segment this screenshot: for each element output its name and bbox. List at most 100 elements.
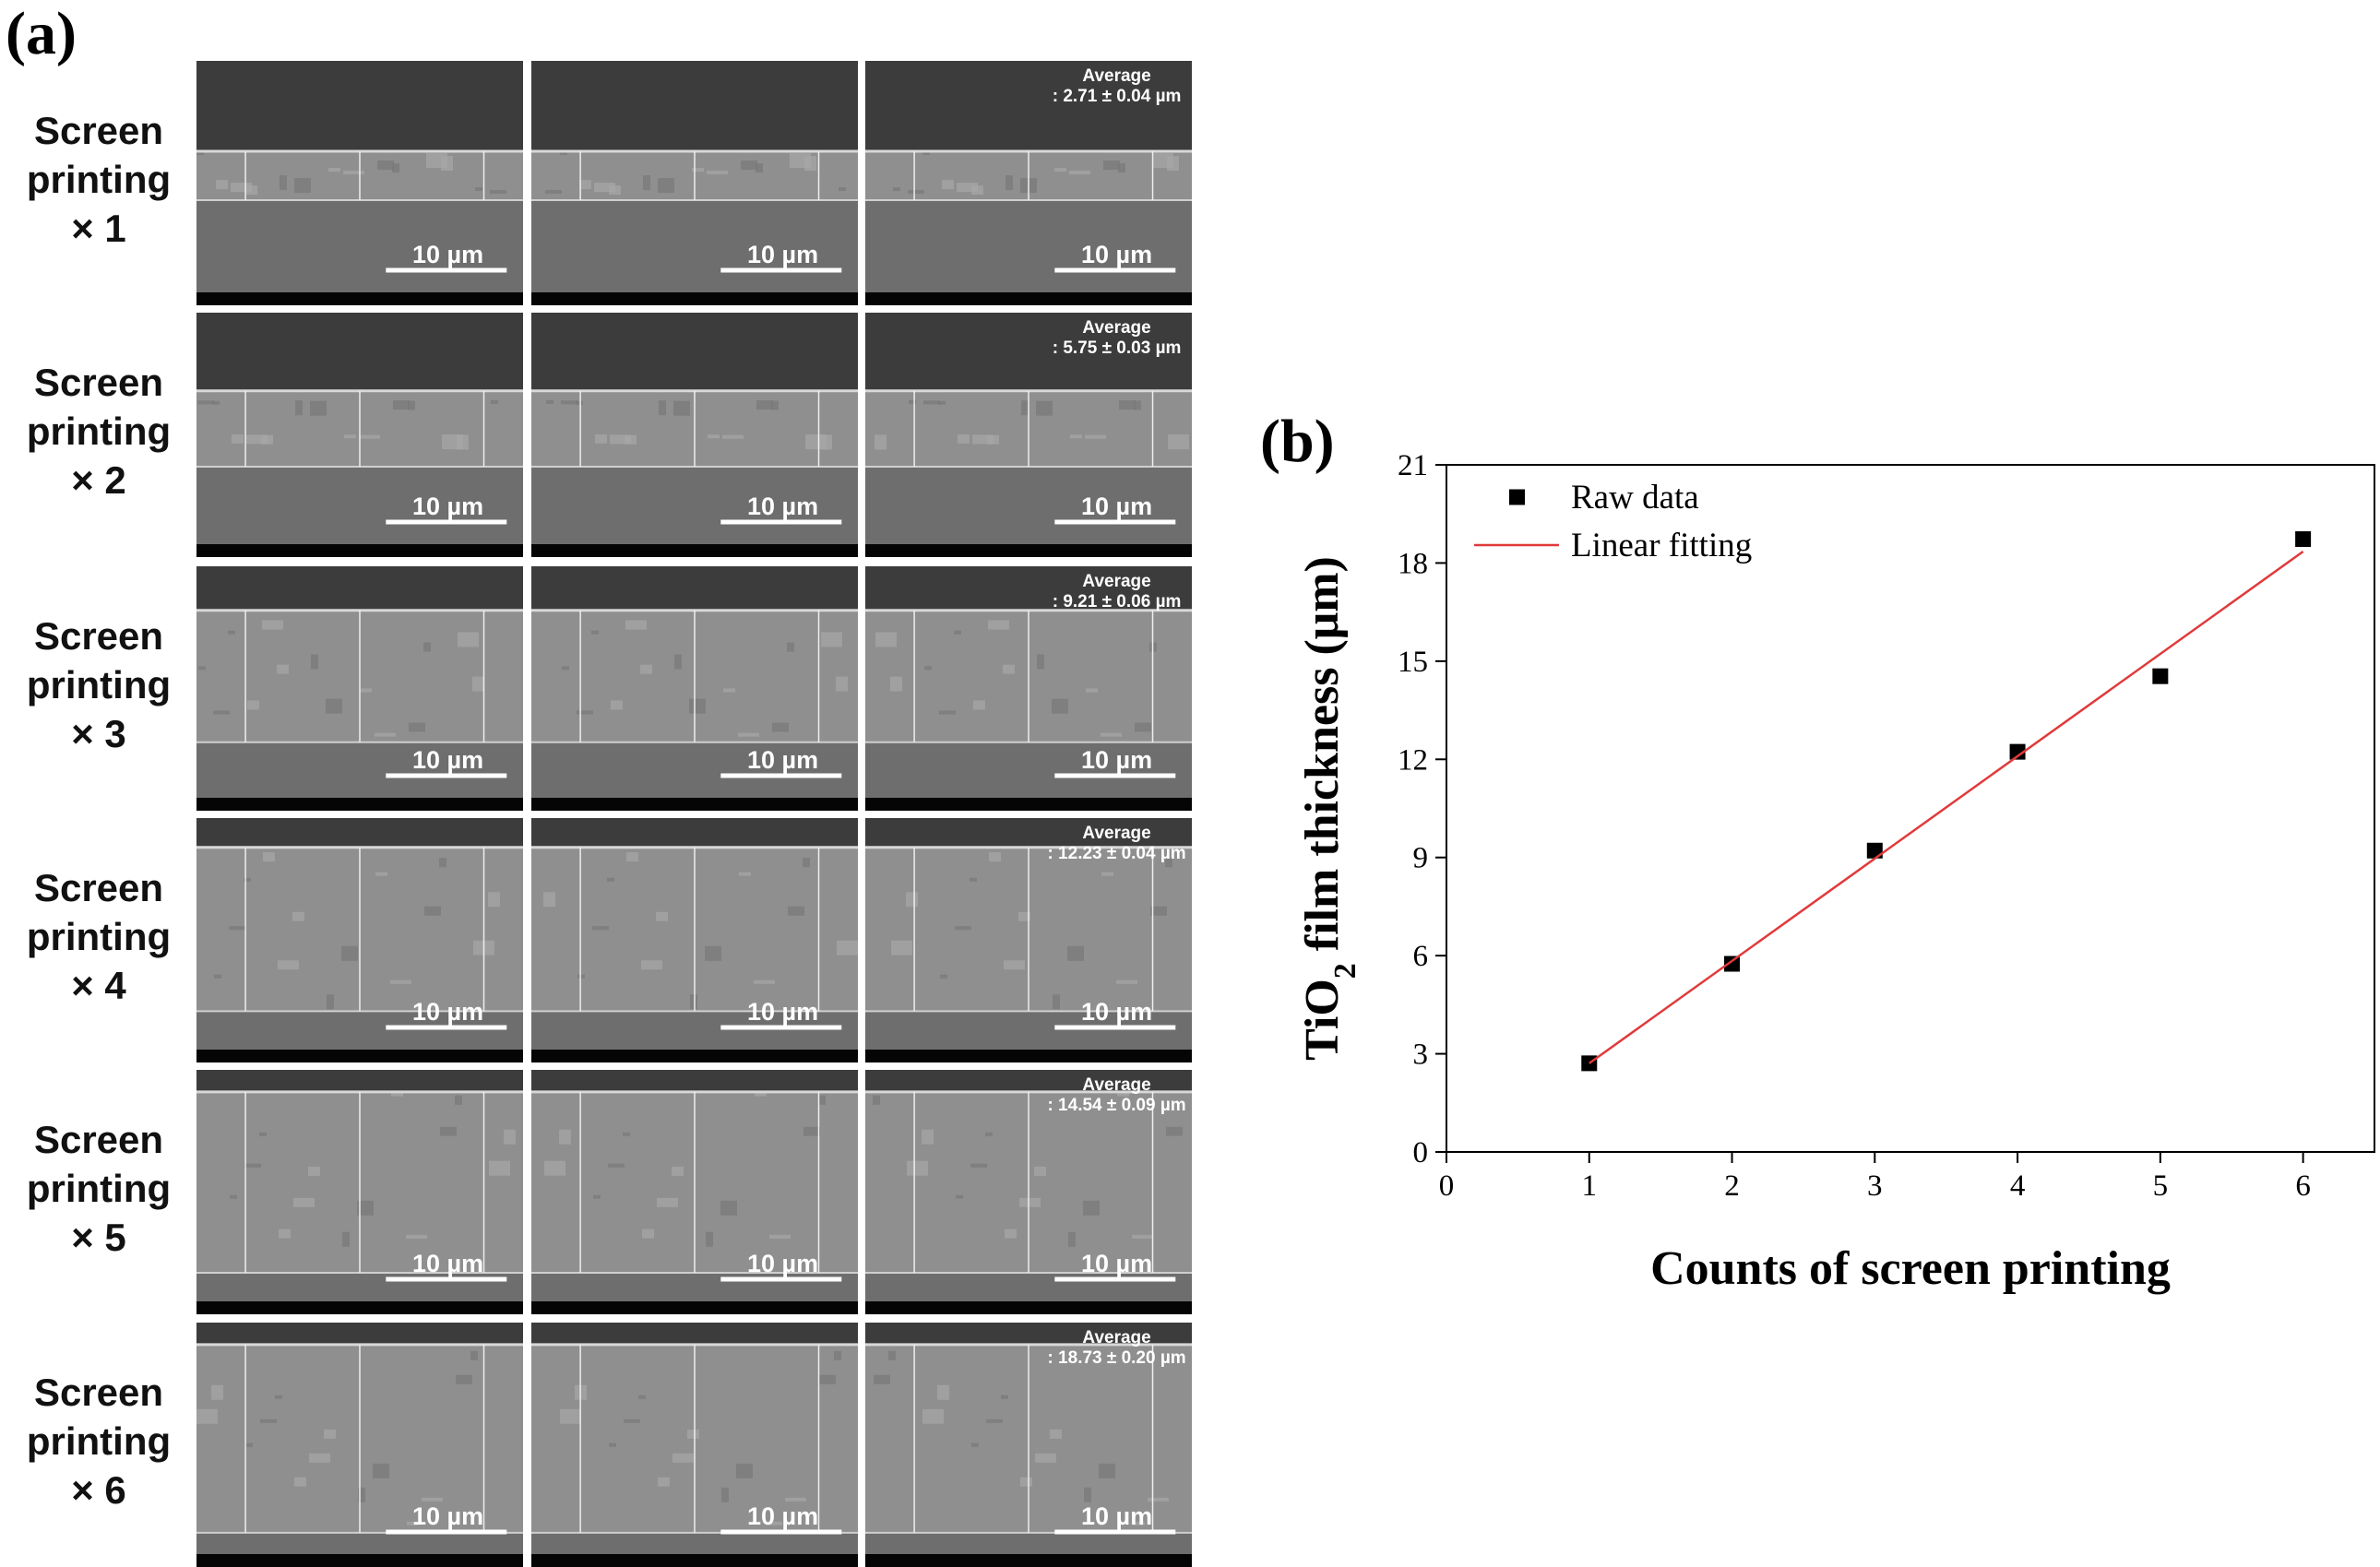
sem-texture: [1086, 688, 1098, 693]
sem-texture: [594, 183, 615, 193]
sem-texture: [278, 960, 299, 970]
sem-texture: [559, 1129, 571, 1145]
sem-texture: [1034, 1166, 1046, 1176]
scale-bar-label: 10 µm: [412, 241, 483, 268]
sem-texture: [1116, 979, 1137, 984]
sem-texture: [277, 664, 289, 674]
sem-texture: [1099, 1463, 1115, 1478]
sem-texture: [741, 160, 757, 171]
sem-texture: [309, 1453, 330, 1463]
row-label: Screen: [34, 109, 163, 152]
sem-texture: [756, 400, 773, 410]
sem-texture: [260, 1419, 277, 1423]
sem-texture: [357, 1200, 374, 1216]
sem-texture: [456, 1374, 472, 1384]
sem-texture: [489, 1160, 510, 1176]
sem-texture: [805, 434, 827, 450]
sem-texture: [576, 400, 583, 405]
sem-texture: [422, 1497, 443, 1502]
info-bar: [196, 1554, 523, 1567]
sem-texture: [391, 1092, 403, 1097]
average-value: : 18.73 ± 0.20 µm: [1047, 1348, 1185, 1368]
sem-substrate: [865, 1011, 1192, 1050]
sem-texture: [1135, 722, 1151, 732]
average-value: : 2.71 ± 0.04 µm: [1053, 87, 1182, 106]
sem-texture: [907, 1160, 928, 1176]
sem-texture: [906, 892, 918, 908]
sem-texture: [942, 180, 954, 190]
sem-texture: [294, 1477, 306, 1487]
sem-image: 10 µm: [531, 1323, 858, 1567]
sem-substrate: [865, 742, 1192, 798]
row-label: printing: [27, 1167, 171, 1210]
sem-texture: [196, 151, 204, 156]
sem-texture: [560, 151, 567, 156]
data-point: [2009, 743, 2026, 760]
sem-texture: [1118, 163, 1125, 173]
sem-texture: [426, 153, 447, 169]
sem-texture: [341, 945, 358, 961]
sem-texture: [358, 1487, 365, 1502]
sem-texture: [491, 399, 498, 404]
sem-texture: [875, 434, 887, 450]
sem-texture: [327, 994, 334, 1010]
sem-texture: [923, 400, 940, 405]
sem-texture: [939, 710, 956, 715]
y-axis-title-part: TiO: [1296, 979, 1349, 1061]
sem-texture: [504, 1129, 516, 1145]
sem-texture: [821, 632, 842, 647]
sem-texture: [1003, 664, 1015, 674]
sem-texture: [1103, 160, 1120, 171]
sem-texture: [706, 1231, 713, 1247]
sem-texture: [957, 183, 978, 193]
scale-bar-label: 10 µm: [412, 998, 483, 1026]
row-label: Screen: [34, 614, 163, 658]
scale-bar-label: 10 µm: [1081, 746, 1152, 774]
info-bar: [865, 1301, 1192, 1314]
sem-texture: [231, 183, 252, 193]
sem-texture: [643, 175, 650, 191]
sem-texture: [295, 400, 303, 416]
sem-texture: [874, 1374, 890, 1384]
x-axis-title: Counts of screen printing: [1650, 1242, 2171, 1295]
sem-texture: [390, 979, 411, 984]
info-bar: [865, 798, 1192, 811]
sem-texture: [212, 400, 220, 405]
scale-bar-label: 10 µm: [747, 241, 818, 268]
sem-texture: [803, 858, 810, 868]
sem-substrate: [865, 1532, 1192, 1554]
sem-texture: [577, 974, 585, 979]
sem-image: 10 µm: [531, 313, 858, 557]
sem-texture: [722, 434, 744, 439]
row-label: × 3: [71, 712, 126, 755]
sem-texture: [229, 926, 245, 931]
sem-texture: [245, 1442, 253, 1447]
info-bar: [196, 292, 523, 305]
sem-texture: [359, 434, 380, 439]
sem-texture: [891, 940, 912, 956]
scale-bar-label: 10 µm: [1081, 1250, 1152, 1277]
info-bar: [531, 1301, 858, 1314]
info-bar: [531, 798, 858, 811]
sem-texture: [770, 1521, 782, 1525]
sem-texture: [1036, 400, 1053, 416]
row-label: Screen: [34, 1118, 163, 1161]
sem-texture: [922, 151, 930, 156]
sem-texture: [788, 906, 804, 916]
sem-texture: [672, 1453, 694, 1463]
sem-image: 10 µm: [531, 1070, 858, 1314]
sem-texture: [593, 1194, 601, 1199]
info-bar: [531, 1554, 858, 1567]
sem-texture: [958, 433, 970, 444]
sem-texture: [1005, 1229, 1017, 1239]
sem-texture: [836, 676, 848, 692]
sem-texture: [375, 732, 396, 737]
sem-texture: [986, 1419, 1003, 1423]
sem-texture: [689, 698, 706, 714]
info-bar: [531, 544, 858, 557]
sem-texture: [909, 399, 916, 404]
sem-texture: [607, 877, 614, 882]
sem-texture: [658, 1477, 670, 1487]
x-tick-label: 6: [2295, 1169, 2311, 1203]
